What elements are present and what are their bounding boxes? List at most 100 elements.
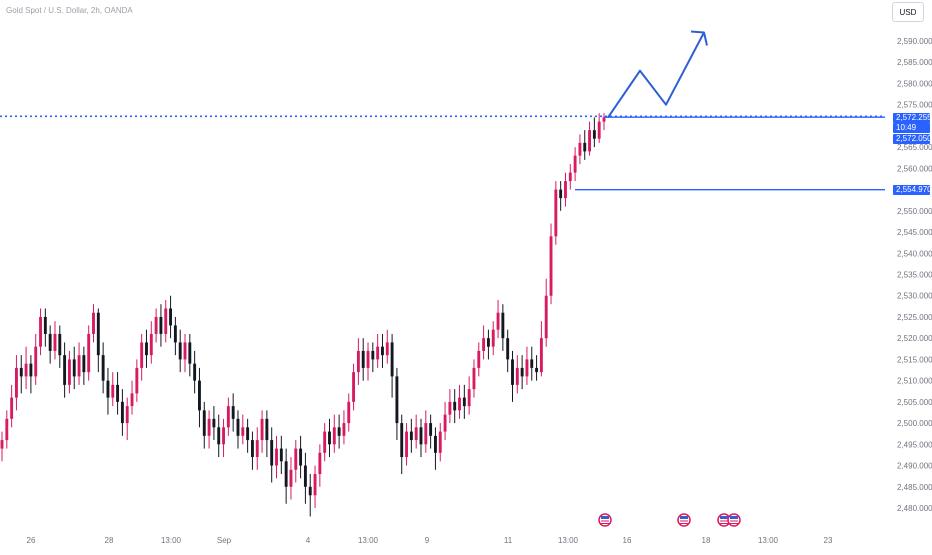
candle-body [366,350,370,368]
time-axis-label: 13:00 [558,536,579,545]
current-price-tag: 2,572.050 [896,134,932,143]
price-axis-label: 2,490.000 [897,462,932,471]
candle-body [207,418,211,436]
candle-body [39,316,42,347]
price-axis-label: 2,560.000 [897,164,932,173]
candle-body [337,427,341,436]
candle-body [381,346,384,356]
price-axis-label: 2,550.000 [897,207,932,216]
time-axis-label: 11 [504,536,513,545]
candle-body [231,406,235,419]
price-axis-label: 2,575.000 [897,101,932,110]
level-price-tag-bg [893,185,930,195]
candle-body [376,346,380,360]
time-axis-label: 13:00 [161,536,182,545]
candle-body [279,448,283,462]
event-flag-canton [680,516,688,519]
candle-body [419,427,423,445]
price-axis[interactable]: 2,590.000 2,585.000 2,580.000 2,575.000 2,56… [897,37,932,513]
candle-body [67,359,71,385]
candle-body [178,342,182,360]
last-price-tag-bg [893,113,930,123]
candle-body [539,338,543,373]
candle-body [414,427,418,441]
candle-body [371,350,375,360]
currency-button[interactable]: USD [892,2,924,22]
candle-body [588,130,591,152]
candle-body [477,350,481,368]
candle-body [159,316,163,334]
candle-body [303,465,307,487]
candle-body [140,342,144,368]
candle-body [265,418,269,441]
candle-body [597,121,601,139]
time-axis-label: 16 [623,536,632,545]
candle-body [578,142,582,156]
candle-body [5,418,9,441]
candle-body [564,181,567,199]
candle-body [535,367,539,373]
projection-arrowhead [690,30,708,46]
price-axis-label: 2,510.000 [897,377,932,386]
candle-body [111,384,115,398]
candle-body [573,155,577,173]
candle-body [284,461,288,487]
candle-body [511,359,514,385]
candle-body [173,325,177,343]
event-flag-icon [677,513,691,527]
time-axis[interactable]: 26 28 13:00 Sep 4 13:00 9 11 13:00 16 18 13:00 23 [27,536,833,545]
candle-body [87,333,91,373]
price-axis-label: 2,535.000 [897,271,932,280]
candle-body [544,295,548,339]
candle-body [352,372,356,402]
price-axis-label: 2,540.000 [897,249,932,258]
price-axis-label: 2,505.000 [897,398,932,407]
candle-body [438,431,442,453]
candle-body [154,316,158,334]
candle-body [299,448,303,466]
candle-body [356,350,360,373]
candle-body [169,308,173,326]
candle-body [342,423,346,436]
candle-body [241,427,245,436]
candle-body [164,308,168,334]
candle-body [491,329,495,347]
time-axis-label: 28 [105,536,114,545]
current-price-tag-bg [893,134,930,144]
candle-body [520,367,524,377]
candle-body [318,452,322,475]
price-axis-label: 2,500.000 [897,419,932,428]
time-axis-label: 13:00 [358,536,379,545]
time-axis-label: 4 [306,536,311,545]
candle-body [549,236,553,296]
candle-body [361,350,365,368]
candle-body [467,389,471,407]
candle-body [405,431,408,458]
time-axis-label: 26 [27,536,36,545]
candle-body [255,440,259,458]
candle-body [58,333,62,356]
candle-body [592,130,596,139]
time-axis-label: 13:00 [758,536,779,545]
price-axis-label: 2,525.000 [897,313,932,322]
candle-body [525,359,529,377]
candle-body [212,418,216,428]
candle-body [29,363,33,377]
countdown-tag-bg [893,123,930,133]
candle-body [275,448,278,466]
candle-body [530,359,534,368]
candle-body [135,367,139,394]
candle-body [53,333,57,351]
candle-body [198,380,201,411]
candle-body [453,401,457,411]
projection-path [607,32,705,118]
candle-body [96,312,100,356]
candle-body [116,384,120,402]
candle-body [188,342,192,364]
candle-body [19,367,23,377]
candle-body [82,355,86,373]
price-axis-label: 2,495.000 [897,440,932,449]
